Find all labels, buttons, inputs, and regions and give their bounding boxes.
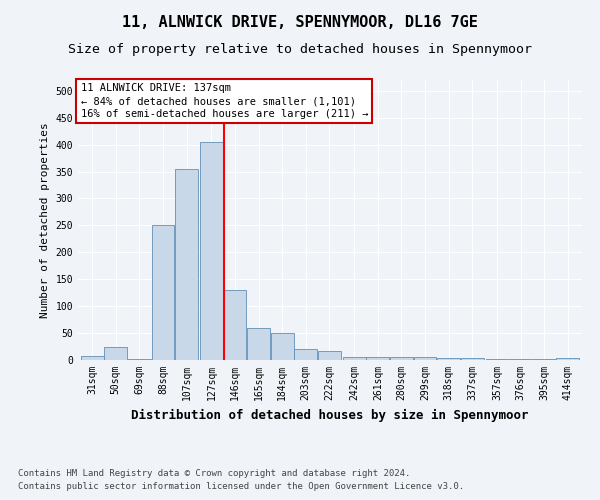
Bar xyxy=(556,358,579,360)
Bar xyxy=(295,349,317,360)
Bar xyxy=(175,169,198,360)
Bar xyxy=(343,357,365,360)
Text: Contains public sector information licensed under the Open Government Licence v3: Contains public sector information licen… xyxy=(18,482,464,491)
Text: Size of property relative to detached houses in Spennymoor: Size of property relative to detached ho… xyxy=(68,42,532,56)
Bar xyxy=(104,346,127,360)
Bar xyxy=(200,142,223,360)
Bar xyxy=(271,333,293,360)
X-axis label: Distribution of detached houses by size in Spennymoor: Distribution of detached houses by size … xyxy=(131,408,529,422)
Text: Contains HM Land Registry data © Crown copyright and database right 2024.: Contains HM Land Registry data © Crown c… xyxy=(18,468,410,477)
Bar xyxy=(81,356,104,360)
Bar xyxy=(461,358,484,360)
Bar xyxy=(247,328,270,360)
Bar xyxy=(224,290,247,360)
Bar xyxy=(152,226,175,360)
Bar xyxy=(485,359,508,360)
Bar xyxy=(390,358,413,360)
Bar xyxy=(509,359,532,360)
Text: 11 ALNWICK DRIVE: 137sqm
← 84% of detached houses are smaller (1,101)
16% of sem: 11 ALNWICK DRIVE: 137sqm ← 84% of detach… xyxy=(80,83,368,119)
Y-axis label: Number of detached properties: Number of detached properties xyxy=(40,122,50,318)
Bar xyxy=(437,358,460,360)
Bar xyxy=(413,358,436,360)
Bar xyxy=(318,352,341,360)
Bar xyxy=(367,358,389,360)
Text: 11, ALNWICK DRIVE, SPENNYMOOR, DL16 7GE: 11, ALNWICK DRIVE, SPENNYMOOR, DL16 7GE xyxy=(122,15,478,30)
